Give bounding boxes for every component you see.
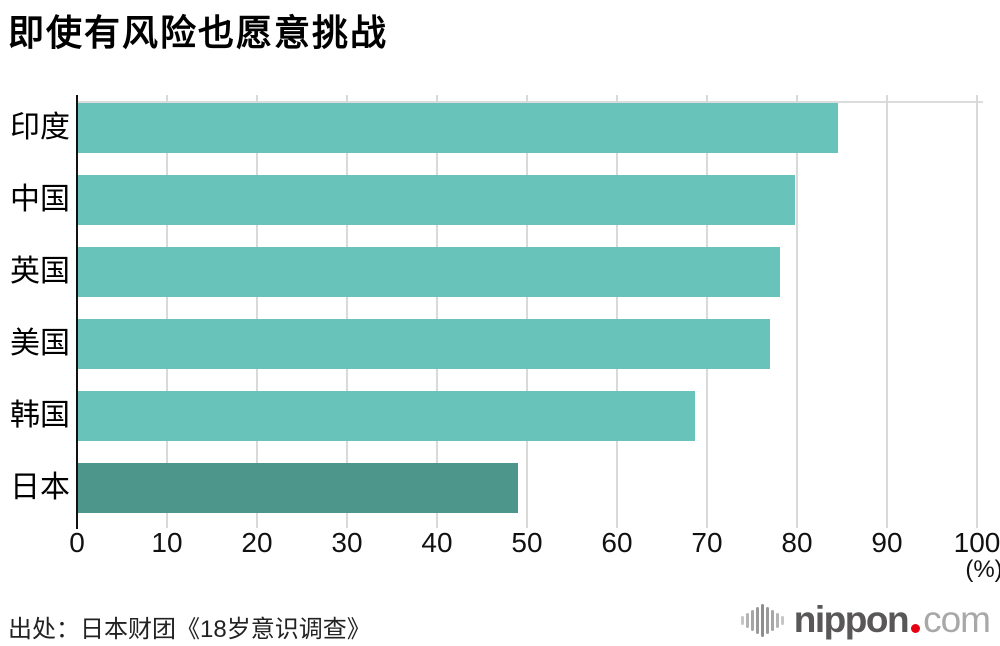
gridline <box>346 95 348 528</box>
gridline <box>256 95 258 528</box>
bar <box>78 103 838 153</box>
gridline <box>706 95 708 528</box>
x-tick-label: 0 <box>69 527 85 558</box>
logo-text-nippon: nippon <box>793 599 910 640</box>
soundwave-icon <box>740 603 785 637</box>
x-tick-label: 30 <box>331 527 363 558</box>
gridline <box>976 95 978 528</box>
gridline <box>166 95 168 528</box>
category-label: 中国 <box>10 183 70 216</box>
category-label: 英国 <box>10 255 70 288</box>
logo-red-dot-icon <box>911 624 921 633</box>
x-tick-label: 70 <box>691 527 723 558</box>
x-axis-unit-label: (%) <box>965 556 1000 583</box>
x-tick-label: 100 <box>953 527 1000 558</box>
logo-text-com: com <box>923 599 991 640</box>
bar <box>78 175 795 225</box>
category-label: 韩国 <box>10 399 70 432</box>
nippon-com-logo: nippon com <box>740 598 991 642</box>
bar <box>78 391 695 441</box>
category-label: 日本 <box>10 471 70 504</box>
gridline <box>886 95 888 528</box>
gridline <box>796 95 798 528</box>
plot-top-border <box>77 101 983 103</box>
x-tick-label: 80 <box>781 527 813 558</box>
x-tick-label: 90 <box>871 527 903 558</box>
category-label: 美国 <box>10 327 70 360</box>
x-tick-label: 10 <box>151 527 183 558</box>
category-label: 印度 <box>10 111 70 144</box>
gridline <box>616 95 618 528</box>
x-tick-label: 40 <box>421 527 453 558</box>
x-tick-label: 20 <box>241 527 273 558</box>
y-axis-line <box>76 95 78 529</box>
bar <box>78 319 770 369</box>
gridline <box>526 95 528 528</box>
x-tick-label: 50 <box>511 527 543 558</box>
bar <box>78 247 780 297</box>
x-tick-label: 60 <box>601 527 633 558</box>
chart-title: 即使有风险也愿意挑战 <box>8 12 389 53</box>
gridline <box>436 95 438 528</box>
source-note: 出处：日本财团《18岁意识调查》 <box>8 616 371 643</box>
bar <box>78 463 518 513</box>
